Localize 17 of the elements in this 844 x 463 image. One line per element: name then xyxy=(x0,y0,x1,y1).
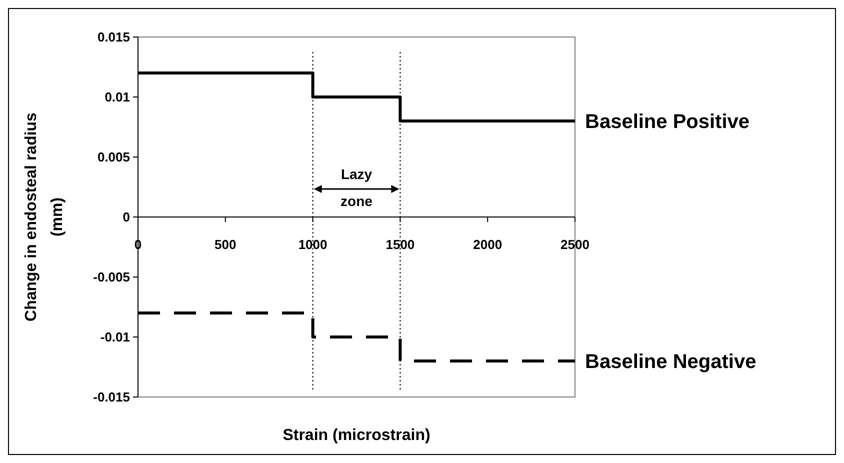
y-tick-label: 0 xyxy=(122,210,130,225)
y-tick-label: 0.015 xyxy=(97,30,130,45)
x-tick-label: 500 xyxy=(214,237,236,252)
x-tick-label: 1000 xyxy=(298,237,328,252)
series-label: Baseline Positive xyxy=(585,111,750,133)
x-tick-label: 2000 xyxy=(473,237,502,252)
y-tick-label: 0.01 xyxy=(104,90,130,105)
annotation: Lazy zone xyxy=(340,166,373,209)
series-label: Baseline Negative xyxy=(585,351,756,373)
x-axis-title: Strain (microstrain) xyxy=(282,427,430,444)
y-tick-label: 0.005 xyxy=(97,150,130,165)
x-tick-label: 1500 xyxy=(386,237,415,252)
x-tick-label: 2500 xyxy=(560,237,590,252)
y-tick-label: -0.01 xyxy=(100,330,130,345)
y-axis-title: Change in endosteal radius (mm) xyxy=(23,112,66,322)
y-tick-label: -0.015 xyxy=(93,390,130,405)
y-tick-label: -0.005 xyxy=(93,270,130,285)
